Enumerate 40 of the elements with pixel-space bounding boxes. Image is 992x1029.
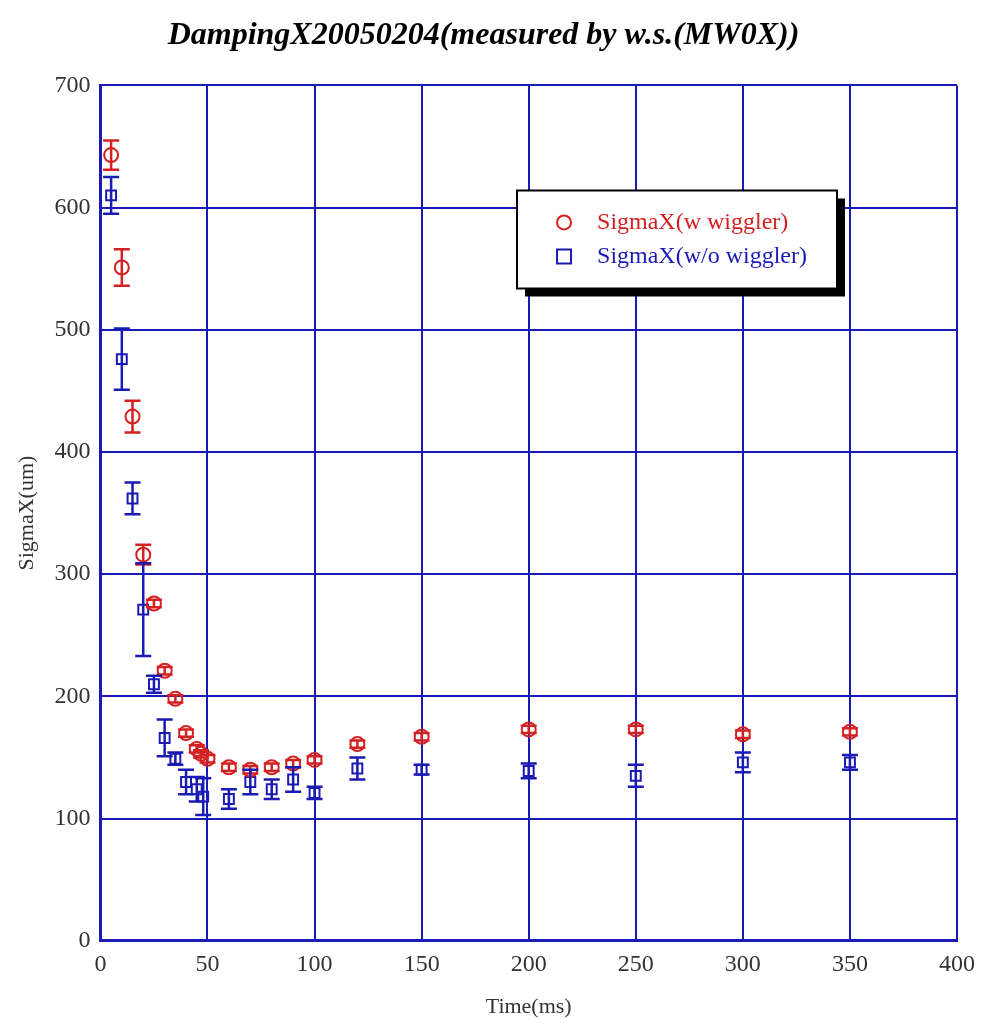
x-tick-label: 100 <box>296 950 333 977</box>
point <box>158 732 171 744</box>
x-tick-label: 200 <box>510 950 547 977</box>
point <box>197 790 210 803</box>
point <box>178 725 195 742</box>
y-tick-label: 400 <box>54 437 91 464</box>
y-tick-label: 300 <box>54 559 91 586</box>
legend-label: SigmaX(w wiggler) <box>597 207 789 234</box>
y-tick-label: 0 <box>78 926 91 953</box>
legend-label: SigmaX(w/o wiggler) <box>597 241 807 268</box>
point <box>287 773 300 786</box>
point <box>124 408 141 425</box>
point <box>105 189 118 202</box>
x-tick-label: 50 <box>195 950 220 977</box>
point <box>115 353 128 366</box>
point <box>351 762 364 775</box>
point <box>306 751 323 768</box>
chart-title: DampingX20050204(measured by w.s.(MW0X)) <box>166 15 800 52</box>
x-tick-label: 400 <box>939 950 975 977</box>
point <box>113 259 130 276</box>
y-tick-label: 700 <box>54 70 91 97</box>
point <box>137 603 150 616</box>
point <box>190 783 203 796</box>
x-tick-label: 300 <box>724 950 761 977</box>
point <box>126 492 139 505</box>
x-axis-title: Time(ms) <box>485 992 572 1018</box>
y-tick-label: 500 <box>54 315 91 342</box>
point <box>180 775 193 788</box>
point <box>103 147 120 164</box>
point <box>629 769 642 782</box>
point <box>244 775 257 788</box>
y-tick-label: 100 <box>54 803 91 830</box>
y-tick-label: 200 <box>54 681 91 708</box>
x-tick-label: 150 <box>403 950 440 977</box>
x-tick-label: 250 <box>617 950 654 977</box>
point <box>188 740 205 757</box>
y-axis-title: SigmaX(um) <box>12 455 38 571</box>
point <box>349 736 366 753</box>
y-tick-label: 600 <box>54 192 91 219</box>
x-tick-label: 350 <box>831 950 868 977</box>
